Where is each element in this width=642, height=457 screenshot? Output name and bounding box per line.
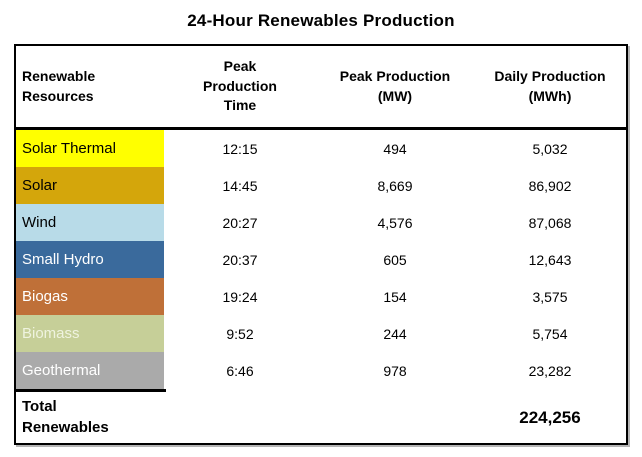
peak-time-cell: 14:45 — [222, 177, 258, 194]
header-cell-renewable-resources: Renewable Resources — [22, 67, 96, 104]
header-cell-peak-production-time: Peak Production Time — [203, 58, 277, 114]
peak-production-cell: 154 — [383, 288, 407, 305]
total-value: 224,256 — [519, 407, 581, 427]
peak-production-cell: 4,576 — [377, 214, 413, 231]
table-row: Biomass 9:52 244 5,754 — [16, 315, 626, 352]
resource-cell: Biogas — [16, 278, 164, 315]
daily-production-cell: 23,282 — [528, 362, 572, 379]
total-row: Total Renewables 224,256 — [16, 392, 626, 443]
daily-production-cell: 86,902 — [528, 177, 572, 194]
resource-cell: Solar — [16, 167, 164, 204]
resource-cell: Biomass — [16, 315, 164, 352]
resource-column-bottom-separator — [16, 389, 166, 392]
total-label: Total Renewables — [22, 398, 109, 436]
peak-time-cell: 6:46 — [226, 362, 254, 379]
table-row: Small Hydro 20:37 605 12,643 — [16, 241, 626, 278]
peak-time-cell: 9:52 — [226, 325, 254, 342]
peak-time-cell: 20:27 — [222, 214, 258, 231]
header-cell-daily-production-mwh: Daily Production (MWh) — [494, 67, 606, 104]
renewables-table: Renewable Resources Peak Production Time… — [14, 44, 628, 445]
peak-production-cell: 8,669 — [377, 177, 413, 194]
resource-cell: Solar Thermal — [16, 130, 164, 167]
table-row: Wind 20:27 4,576 87,068 — [16, 204, 626, 241]
peak-production-cell: 494 — [383, 140, 407, 157]
resource-cell: Geothermal — [16, 352, 164, 389]
resource-cell: Small Hydro — [16, 241, 164, 278]
daily-production-cell: 5,754 — [532, 325, 568, 342]
peak-production-cell: 244 — [383, 325, 407, 342]
table-header-row: Renewable Resources Peak Production Time… — [16, 46, 626, 130]
table-row: Solar Thermal 12:15 494 5,032 — [16, 130, 626, 167]
resource-cell: Wind — [16, 204, 164, 241]
table-body: Solar Thermal 12:15 494 5,032 Solar 14:4… — [16, 130, 626, 389]
peak-time-cell: 19:24 — [222, 288, 258, 305]
header-cell-peak-production-mw: Peak Production (MW) — [339, 67, 451, 104]
daily-production-cell: 87,068 — [528, 214, 572, 231]
table-row: Biogas 19:24 154 3,575 — [16, 278, 626, 315]
peak-production-cell: 605 — [383, 251, 407, 268]
table-row: Geothermal 6:46 978 23,282 — [16, 352, 626, 389]
daily-production-cell: 3,575 — [532, 288, 568, 305]
peak-production-cell: 978 — [383, 362, 407, 379]
page-title: 24-Hour Renewables Production — [187, 11, 455, 30]
peak-time-cell: 20:37 — [222, 251, 258, 268]
peak-time-cell: 12:15 — [222, 140, 258, 157]
table-row: Solar 14:45 8,669 86,902 — [16, 167, 626, 204]
daily-production-cell: 5,032 — [532, 140, 568, 157]
daily-production-cell: 12,643 — [528, 251, 572, 268]
